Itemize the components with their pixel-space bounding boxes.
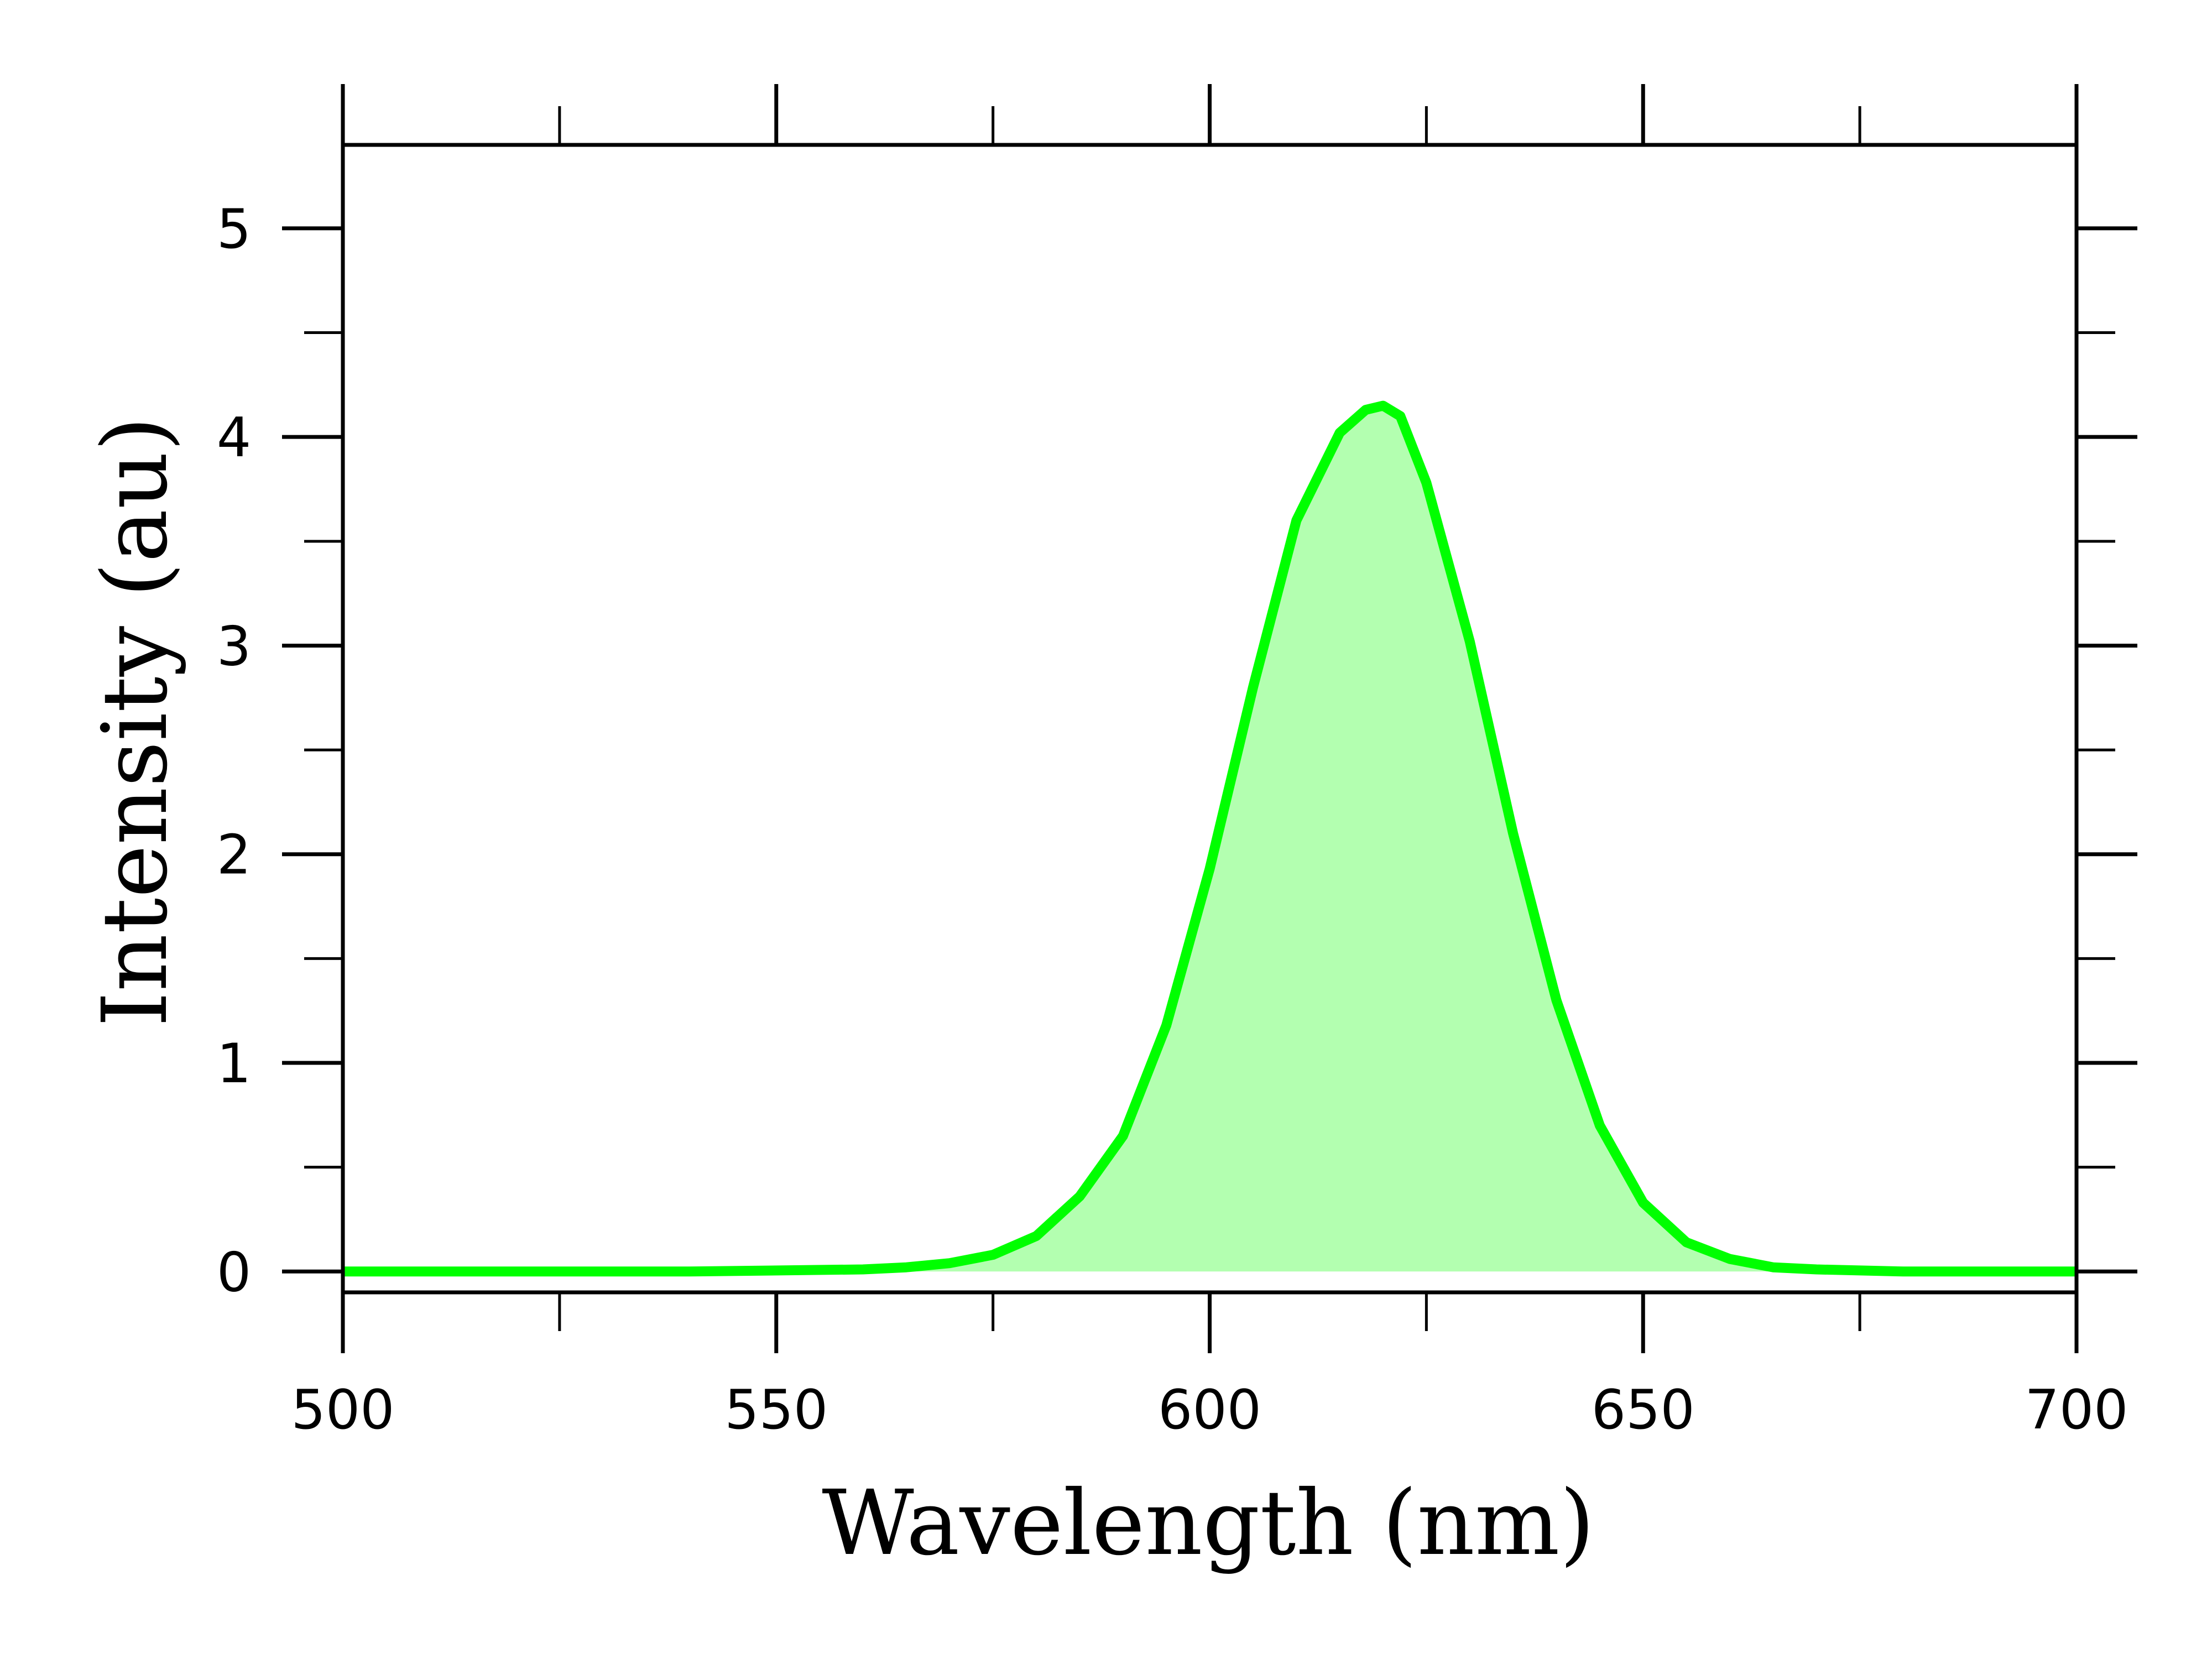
intensity-line	[343, 400, 2077, 1277]
y-tick-label: 0	[217, 1241, 251, 1304]
y-axis-ticks: 0 1 2 3 4 5	[217, 198, 2137, 1304]
y-tick-label: 2	[217, 824, 251, 887]
y-tick-label: 4	[217, 406, 251, 469]
y-tick-label: 5	[217, 198, 251, 261]
x-tick-label: 650	[1592, 1379, 1695, 1442]
x-tick-label: 550	[724, 1379, 828, 1442]
y-tick-label: 1	[217, 1032, 251, 1095]
series-layer	[343, 400, 2077, 1277]
y-tick-label: 3	[217, 615, 251, 678]
x-axis-title: Wavelength (nm)	[822, 1472, 1594, 1575]
x-tick-label: 500	[291, 1379, 394, 1442]
x-tick-label: 700	[2025, 1379, 2128, 1442]
y-axis-title: Intensity (au)	[84, 416, 187, 1027]
x-axis-ticks: 500 550 600 650 700	[291, 84, 2128, 1442]
x-tick-label: 600	[1158, 1379, 1261, 1442]
intensity-area-fill	[343, 405, 2077, 1272]
